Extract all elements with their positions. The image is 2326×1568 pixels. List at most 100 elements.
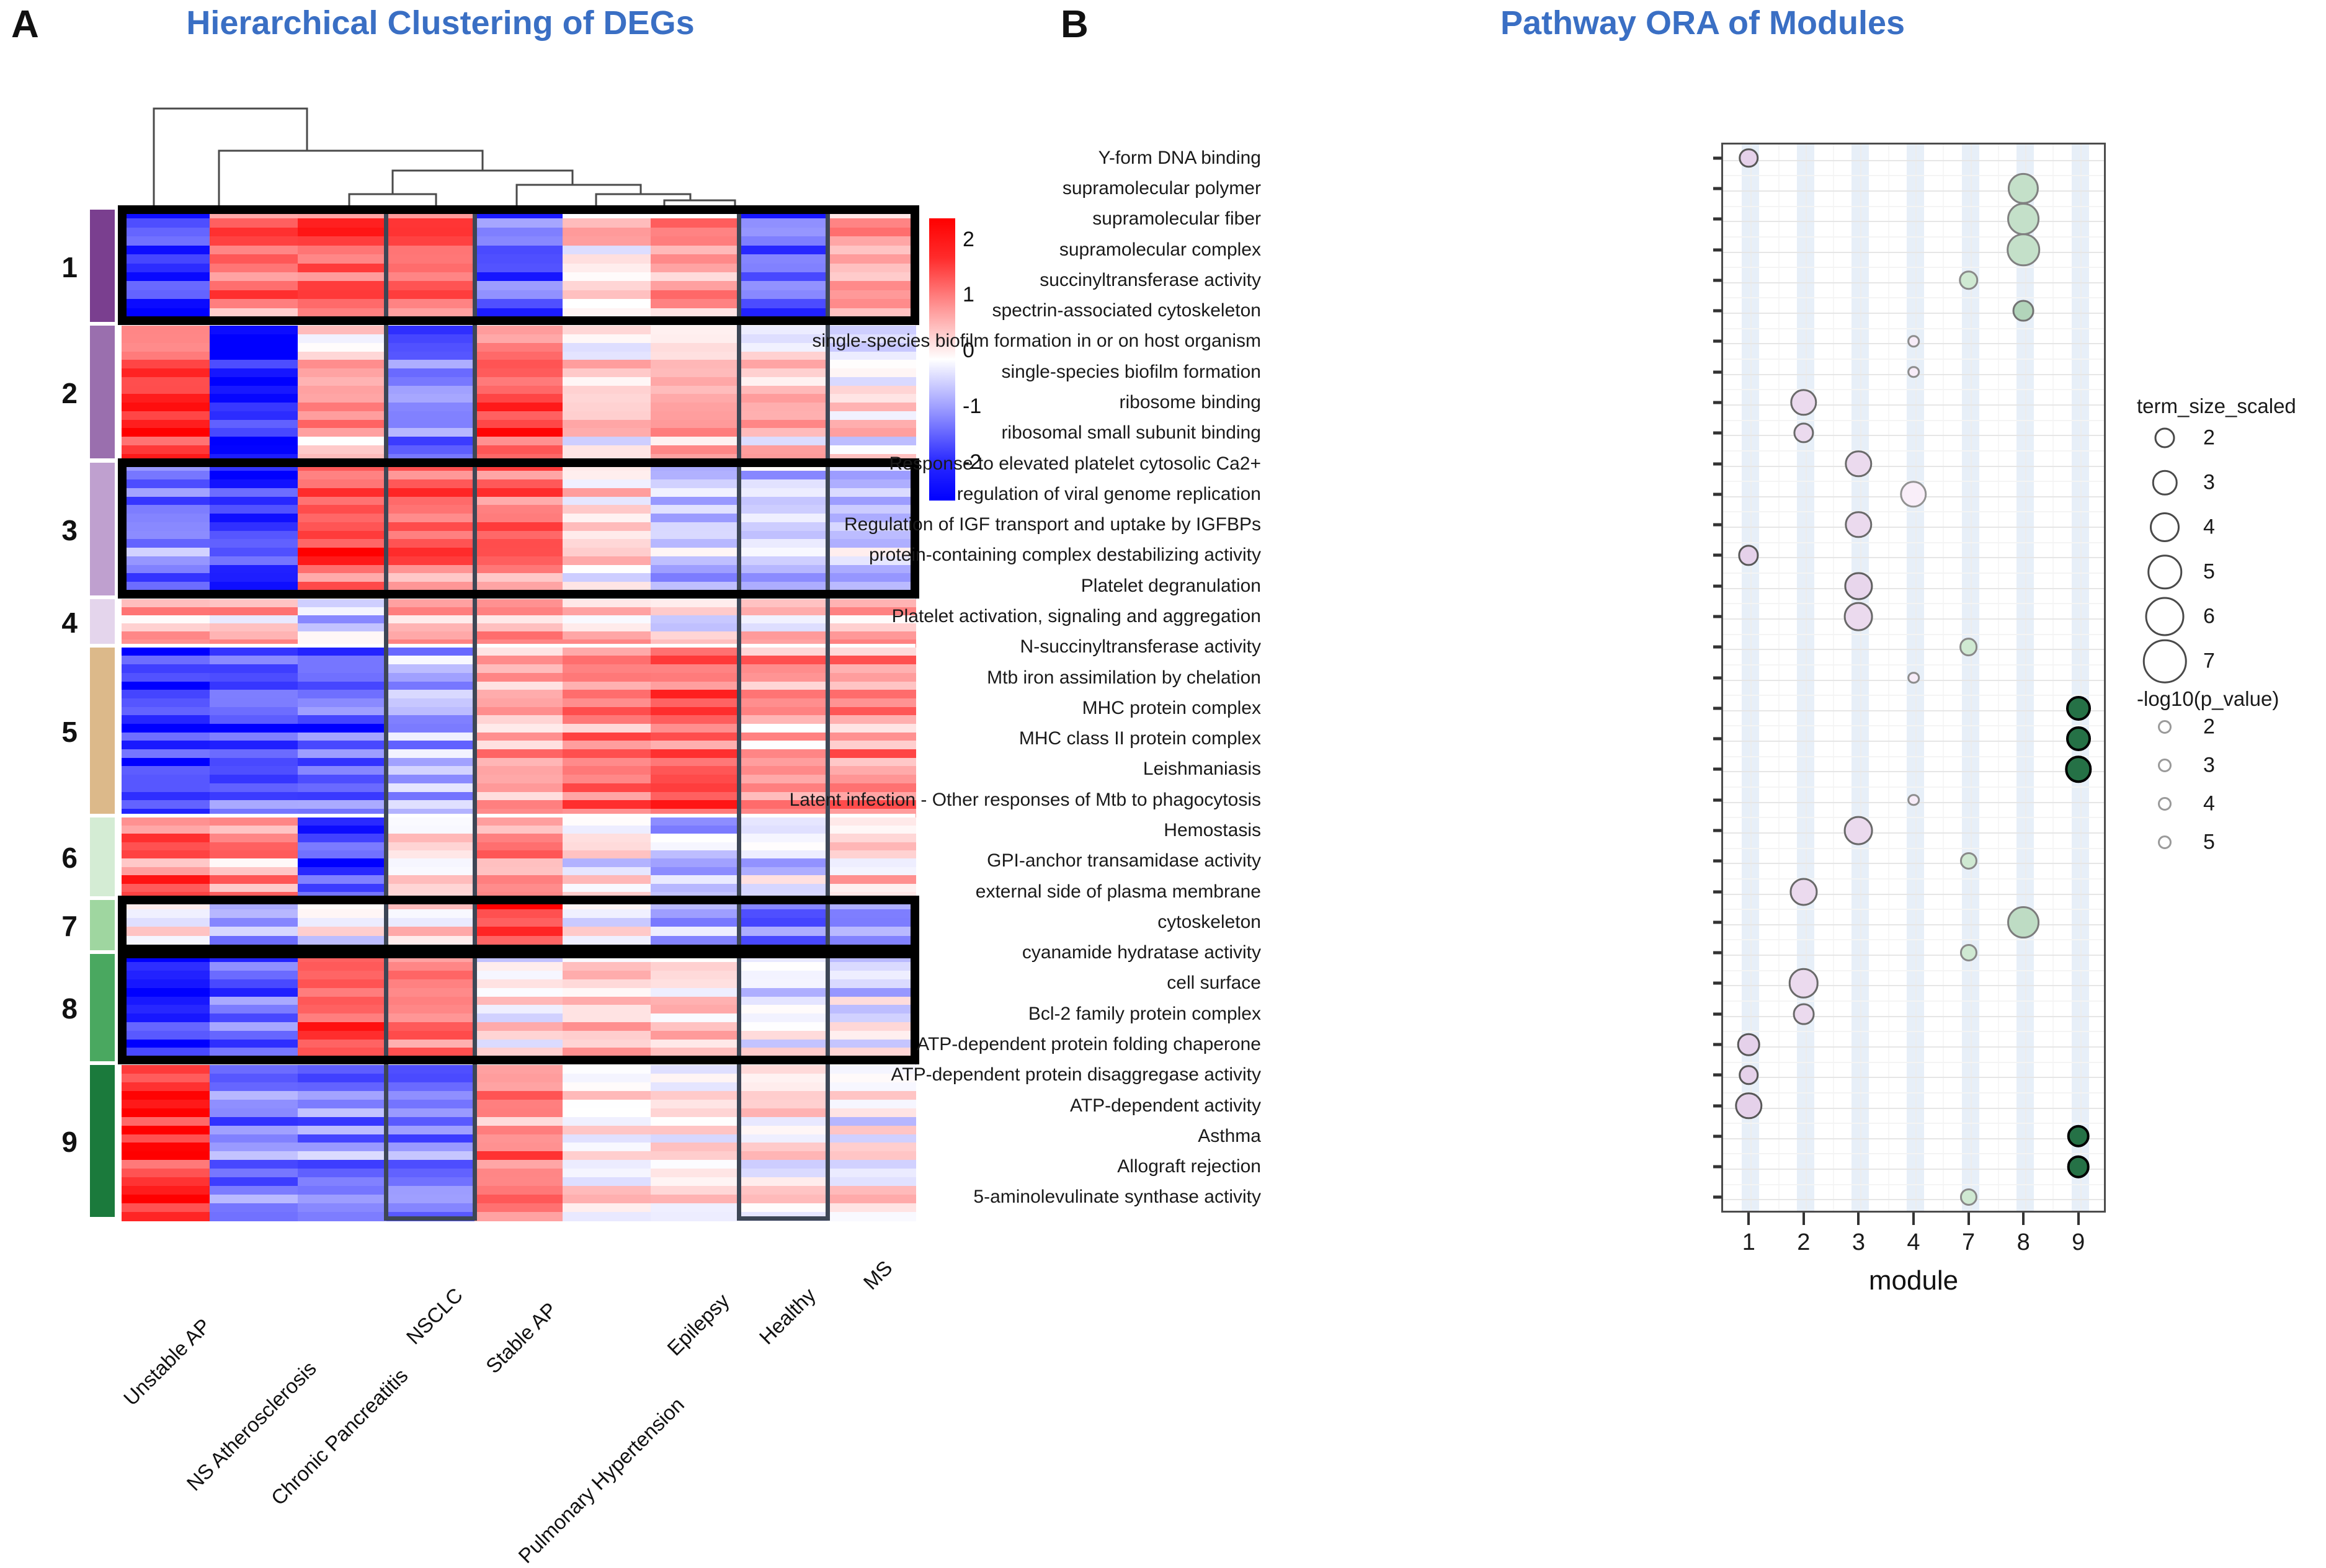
heatmap-cell xyxy=(210,656,299,665)
dotplot-point[interactable] xyxy=(1844,816,1873,845)
heatmap-cell xyxy=(386,599,475,608)
dotplot-point[interactable] xyxy=(2065,726,2091,752)
dotplot-point[interactable] xyxy=(1907,335,1920,348)
heatmap-cell xyxy=(651,672,740,682)
dotplot-point[interactable] xyxy=(1845,511,1873,538)
dotplot-point[interactable] xyxy=(1788,968,1819,999)
dotplot-point[interactable] xyxy=(1793,422,1814,443)
dotplot-point[interactable] xyxy=(1959,1188,1977,1206)
heatmap-cell xyxy=(298,342,387,352)
heatmap-cell xyxy=(563,1048,651,1057)
module-label-7: 7 xyxy=(61,910,78,943)
dotplot-point[interactable] xyxy=(2067,1155,2090,1178)
heatmap-cell xyxy=(651,698,740,708)
heatmap-cell xyxy=(651,1064,740,1074)
heatmap-cell xyxy=(210,672,299,682)
dotplot-point[interactable] xyxy=(1793,1003,1815,1025)
dotplot-point[interactable] xyxy=(1907,671,1920,684)
dotplot-point[interactable] xyxy=(1789,877,1818,906)
heatmap-cell xyxy=(474,1090,563,1100)
heatmap-cell xyxy=(298,1186,387,1195)
heatmap-cell xyxy=(122,672,210,682)
heatmap-cell xyxy=(739,1030,828,1040)
heatmap-cell xyxy=(651,1030,740,1040)
heatmap-cell xyxy=(122,607,210,616)
heatmap-cell xyxy=(474,672,563,682)
dotplot-point[interactable] xyxy=(1959,944,1977,962)
heatmap-cell xyxy=(739,875,828,884)
dotplot-point[interactable] xyxy=(1900,481,1927,508)
dotplot-point[interactable] xyxy=(1907,365,1920,378)
y-gridline xyxy=(1723,1199,2104,1201)
heatmap-cell xyxy=(563,757,651,767)
dotplot-point[interactable] xyxy=(1907,793,1920,806)
heatmap-cell xyxy=(122,1073,210,1083)
heatmap-cell xyxy=(122,987,210,997)
dotplot-point[interactable] xyxy=(2008,172,2039,205)
dotplot-point[interactable] xyxy=(1958,270,1979,290)
dotplot-point[interactable] xyxy=(1845,450,1873,478)
dotplot-point[interactable] xyxy=(1959,638,1978,657)
heatmap-cell xyxy=(386,479,475,489)
heatmap-cell xyxy=(474,428,563,438)
heatmap-cell xyxy=(298,866,387,876)
dotplot-point[interactable] xyxy=(2007,203,2040,236)
heatmap-cell xyxy=(210,791,299,801)
dotplot-point[interactable] xyxy=(1739,1065,1759,1085)
y-minor-gridline xyxy=(1723,969,2104,971)
y-tick xyxy=(1713,829,1722,832)
dotplot-point[interactable] xyxy=(1738,545,1759,566)
y-axis-label: N-succinyltransferase activity xyxy=(1020,636,1261,657)
heatmap-cell xyxy=(386,800,475,809)
heatmap-cell xyxy=(563,647,651,657)
heatmap-cell xyxy=(563,290,651,300)
heatmap-cell xyxy=(651,236,740,246)
heatmap-cell xyxy=(827,1039,916,1049)
dotplot-point[interactable] xyxy=(2067,1125,2090,1148)
dotplot-point[interactable] xyxy=(2065,695,2091,721)
heatmap-cell xyxy=(474,281,563,291)
heatmap-cell xyxy=(386,615,475,624)
heatmap-cell xyxy=(827,1013,916,1023)
heatmap-cell xyxy=(651,376,740,386)
heatmap-cell xyxy=(386,1177,475,1187)
dotplot-point[interactable] xyxy=(2007,233,2040,267)
dotplot-point[interactable] xyxy=(1737,1033,1760,1056)
dotplot-point[interactable] xyxy=(1739,148,1759,168)
dotplot-point[interactable] xyxy=(1790,389,1817,416)
heatmap-cell xyxy=(563,1125,651,1135)
heatmap-cell xyxy=(474,548,563,557)
dotplot-point[interactable] xyxy=(2007,906,2040,938)
heatmap-cell xyxy=(651,681,740,691)
dotplot-point[interactable] xyxy=(2012,300,2034,322)
heatmap-cell xyxy=(122,1090,210,1100)
y-axis-label: ribosomal small subunit binding xyxy=(1001,422,1261,443)
heatmap-cell xyxy=(651,953,740,963)
column-dendrogram xyxy=(153,107,736,211)
y-tick xyxy=(1713,462,1722,465)
heatmap-cell xyxy=(298,326,387,335)
heatmap-cell xyxy=(474,979,563,989)
heatmap-cell xyxy=(386,732,475,742)
heatmap-cell xyxy=(386,462,475,472)
dotplot-point[interactable] xyxy=(2065,755,2092,783)
heatmap-cell xyxy=(474,403,563,412)
heatmap-cell xyxy=(827,1143,916,1152)
heatmap-cell xyxy=(474,1134,563,1144)
heatmap-cell xyxy=(122,1186,210,1195)
dotplot-point[interactable] xyxy=(1959,852,1977,870)
y-axis-label: cell surface xyxy=(1167,973,1261,994)
heatmap-cell xyxy=(827,791,916,801)
dotplot-point[interactable] xyxy=(1735,1092,1762,1120)
y-minor-gridline xyxy=(1723,664,2104,666)
y-minor-gridline xyxy=(1723,419,2104,421)
heatmap-cell xyxy=(122,1169,210,1178)
dotplot-point[interactable] xyxy=(1844,572,1873,600)
module-gap xyxy=(122,813,916,818)
heatmap-cell xyxy=(474,875,563,884)
heatmap-cell xyxy=(563,1203,651,1213)
heatmap-cell xyxy=(827,539,916,548)
dotplot-point[interactable] xyxy=(1844,602,1873,631)
heatmap-cell xyxy=(651,1005,740,1014)
heatmap-cell xyxy=(739,281,828,291)
